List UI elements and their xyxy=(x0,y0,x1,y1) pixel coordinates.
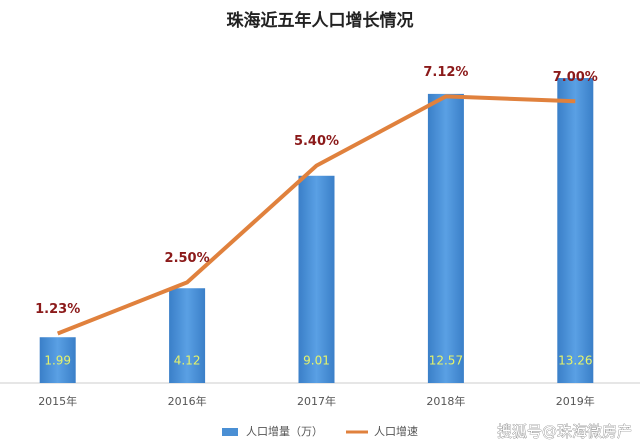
line-value-label: 7.12% xyxy=(423,65,468,80)
line-value-label: 1.23% xyxy=(35,302,80,317)
legend-label: 人口增速 xyxy=(374,424,418,438)
legend-label: 人口增量（万） xyxy=(246,424,323,438)
bar-value-label: 13.26 xyxy=(558,354,592,368)
legend-swatch xyxy=(222,428,238,436)
line-value-label: 2.50% xyxy=(165,251,210,266)
bar xyxy=(298,175,335,383)
chart-title: 珠海近五年人口增长情况 xyxy=(227,10,414,31)
x-tick-label: 2019年 xyxy=(556,394,595,408)
line-value-label: 5.40% xyxy=(294,134,339,149)
x-tick-label: 2018年 xyxy=(426,394,465,408)
bar-value-label: 9.01 xyxy=(303,354,330,368)
x-tick-label: 2015年 xyxy=(38,394,77,408)
line-value-label: 7.00% xyxy=(553,70,598,85)
bar xyxy=(427,93,464,383)
x-tick-label: 2017年 xyxy=(297,394,336,408)
x-tick-label: 2016年 xyxy=(168,394,207,408)
bar xyxy=(169,288,206,383)
watermark: 搜狐号@珠海微房产 xyxy=(497,423,632,441)
line xyxy=(56,94,576,336)
bar xyxy=(557,78,594,384)
bar-value-label: 12.57 xyxy=(429,354,463,368)
bar-value-label: 4.12 xyxy=(174,354,201,368)
bar xyxy=(39,337,76,383)
bar-value-label: 1.99 xyxy=(44,354,71,368)
